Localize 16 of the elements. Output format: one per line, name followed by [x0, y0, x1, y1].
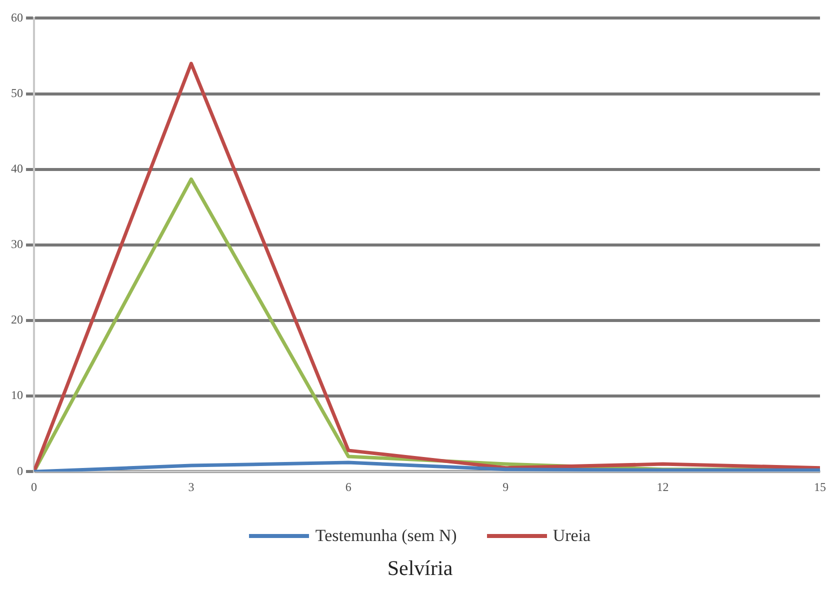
y-tick-label: 20: [11, 312, 23, 327]
x-tick-label: 12: [656, 480, 669, 494]
y-tick-label: 30: [11, 237, 23, 252]
legend-label: Ureia: [552, 526, 591, 546]
y-tick-label: 50: [11, 86, 23, 100]
x-tick-label: 3: [188, 480, 194, 494]
x-tick-label: 9: [502, 480, 509, 494]
x-tick-label: 15: [814, 480, 826, 494]
y-tick-label: 40: [11, 161, 23, 176]
text: Selvíria: [386, 556, 454, 581]
x-tick-label: 6: [345, 480, 352, 494]
legend-label: Testemunha (sem N): [315, 526, 457, 546]
y-tick-label: 60: [11, 10, 23, 24]
x-tick-label: 0: [31, 480, 37, 494]
y-tick-label: 0: [17, 464, 23, 478]
y-tick-label: 10: [11, 388, 23, 402]
